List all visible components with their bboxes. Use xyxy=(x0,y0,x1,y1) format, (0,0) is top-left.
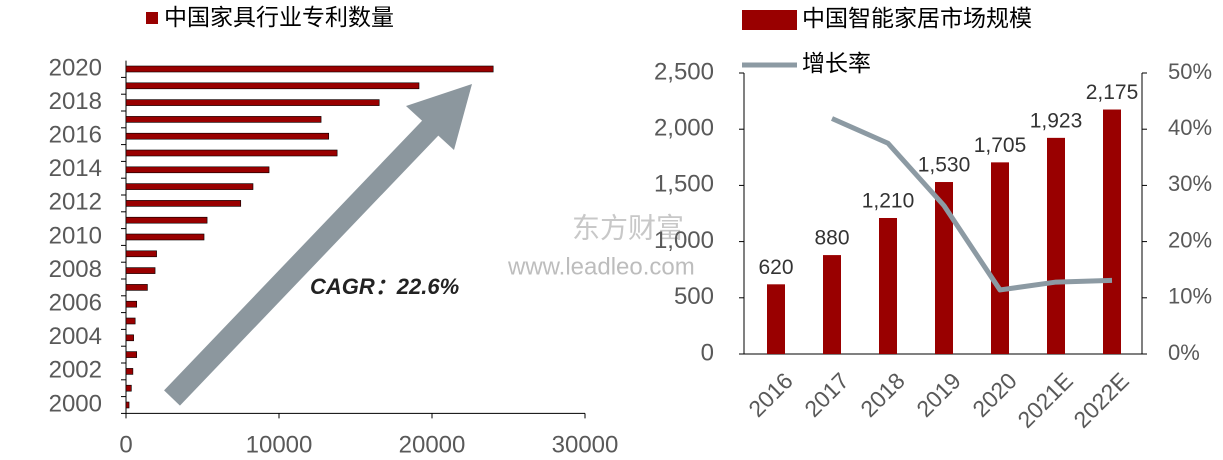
legend-label: 中国家具行业专利数量 xyxy=(164,4,394,30)
bar xyxy=(1047,137,1065,354)
y-tick-label: 2020 xyxy=(49,54,102,81)
bar xyxy=(125,267,156,274)
y-tick-label: 2002 xyxy=(49,357,102,384)
line xyxy=(830,116,1113,293)
watermark: 东方财富 xyxy=(572,212,684,243)
bar xyxy=(125,300,138,308)
bar xyxy=(935,182,953,354)
y-tick-label: 2004 xyxy=(49,323,102,350)
growth-arrow xyxy=(164,84,472,406)
value-label: 1,210 xyxy=(862,190,915,213)
y-tick-label: 2014 xyxy=(49,155,102,182)
value-label: 1,923 xyxy=(1030,109,1083,132)
bar xyxy=(125,132,330,140)
value-label: 1,530 xyxy=(918,154,971,177)
bar xyxy=(879,217,897,354)
bar xyxy=(125,149,338,157)
bar xyxy=(125,233,205,241)
bar xyxy=(125,200,242,207)
x-tick-label: 2019 xyxy=(911,367,966,422)
y2-tick-label: 0% xyxy=(1168,340,1200,365)
y-tick-label: 0 xyxy=(701,339,714,366)
legend-label: 增长率 xyxy=(802,50,871,76)
x-tick-label: 2016 xyxy=(743,367,798,422)
bar xyxy=(125,166,270,174)
y2-tick-label: 40% xyxy=(1168,115,1212,140)
bar xyxy=(125,284,148,291)
bar xyxy=(125,183,254,190)
y-tick-label: 2018 xyxy=(49,88,102,115)
y-tick-label: 2,000 xyxy=(654,115,714,142)
bar xyxy=(125,368,134,375)
x-tick-label: 20000 xyxy=(399,431,466,458)
bar xyxy=(823,255,841,354)
bar xyxy=(991,162,1009,354)
bar xyxy=(125,250,157,258)
x-tick-label: 2022E xyxy=(1068,367,1133,432)
x-tick-label: 2018 xyxy=(855,367,910,422)
y-tick-label: 2012 xyxy=(49,189,102,216)
legend-swatch xyxy=(742,10,797,30)
legend-swatch xyxy=(146,12,158,24)
y-tick-label: 1,500 xyxy=(654,171,714,198)
legend-label: 中国智能家居市场规模 xyxy=(802,5,1032,31)
y-tick-label: 2016 xyxy=(49,122,102,149)
bar xyxy=(125,99,380,106)
y-tick-label: 500 xyxy=(674,283,714,310)
bar xyxy=(1103,109,1121,354)
y2-tick-label: 50% xyxy=(1168,59,1212,84)
y-tick-label: 2008 xyxy=(49,256,102,283)
bar xyxy=(125,82,420,90)
value-label: 880 xyxy=(814,227,849,250)
y-tick-label: 1,000 xyxy=(654,227,714,254)
y-tick-label: 2,500 xyxy=(654,58,714,85)
y2-tick-label: 10% xyxy=(1168,284,1212,309)
y-tick-label: 2000 xyxy=(49,390,102,417)
value-label: 1,705 xyxy=(974,134,1027,157)
y2-tick-label: 20% xyxy=(1168,227,1212,252)
bar xyxy=(125,384,132,392)
bar xyxy=(125,317,136,325)
annotation: CAGR：22.6% xyxy=(310,274,459,299)
bar xyxy=(125,401,130,409)
bar xyxy=(125,351,138,358)
value-label: 620 xyxy=(758,256,793,279)
x-tick-label: 0 xyxy=(119,431,132,458)
bar xyxy=(125,116,322,123)
x-tick-label: 2017 xyxy=(799,367,854,422)
bar xyxy=(125,65,494,73)
x-tick-label: 30000 xyxy=(552,431,619,458)
y-tick-label: 2010 xyxy=(49,222,102,249)
watermark: www.leadleo.com xyxy=(507,253,695,280)
y2-tick-label: 30% xyxy=(1168,171,1212,196)
x-tick-label: 2021E xyxy=(1012,367,1077,432)
bar xyxy=(125,216,208,224)
y-tick-label: 2006 xyxy=(49,290,102,317)
bar xyxy=(125,334,134,342)
bar xyxy=(767,284,785,354)
x-tick-label: 10000 xyxy=(246,431,313,458)
value-label: 2,175 xyxy=(1086,81,1139,104)
